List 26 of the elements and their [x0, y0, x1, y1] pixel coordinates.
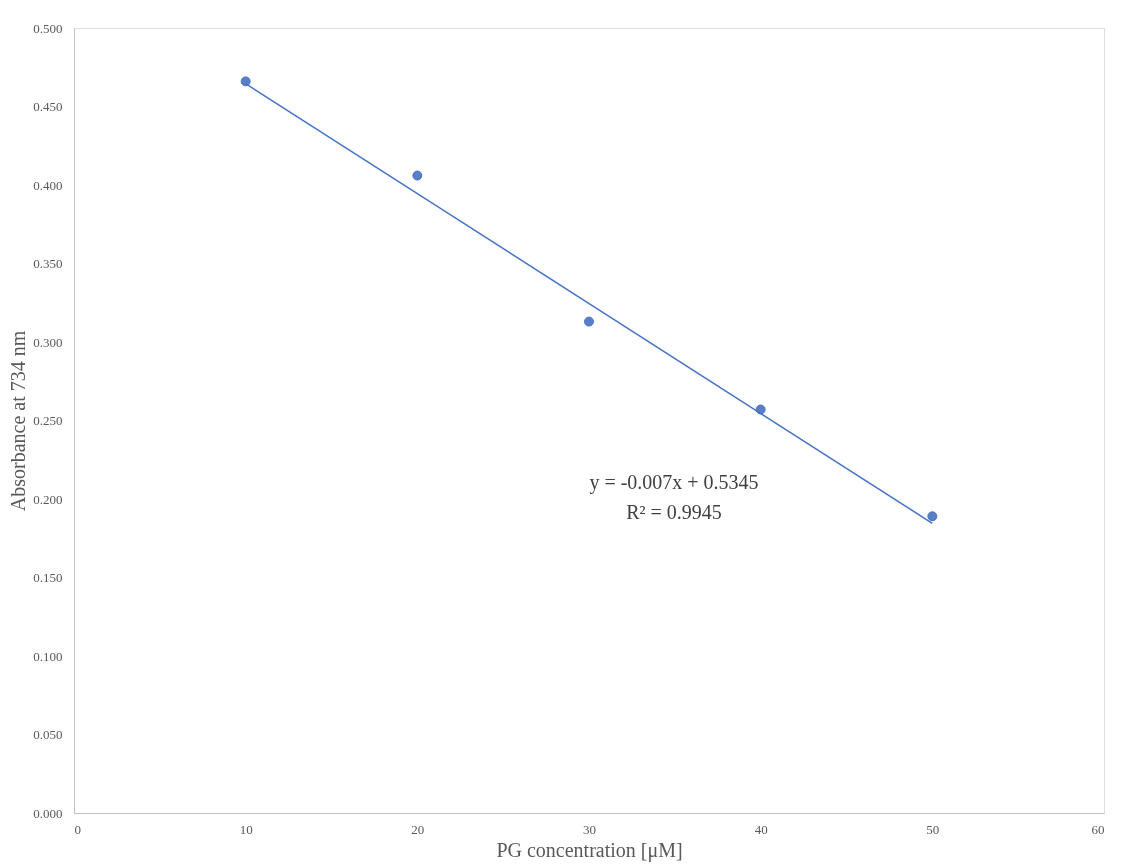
point [240, 76, 251, 87]
point [584, 316, 594, 327]
y-tick-label: 0.250 [33, 413, 63, 428]
point [412, 170, 423, 181]
x-tick-label: 20 [411, 821, 425, 837]
y-axis-title: Absorbance at 734 nm [7, 330, 30, 512]
y-tick-label: 0.150 [33, 570, 63, 585]
x-tick-label: 0 [74, 821, 81, 837]
y-tick-label: 0.450 [33, 99, 63, 114]
y-tick-label: 0.100 [33, 648, 63, 664]
x-tick-label: 40 [754, 821, 768, 837]
y-tick-label: 0.350 [33, 256, 63, 271]
y-tick-label: 0.050 [33, 727, 63, 742]
y-tick-label: 0.200 [33, 491, 63, 507]
x-axis-title: PG concentration [μM] [496, 838, 683, 862]
x-tick-label: 60 [1091, 821, 1105, 837]
point [927, 511, 938, 522]
x-tick-label: 50 [926, 821, 940, 837]
y-tick-label: 0.500 [33, 20, 63, 36]
x-tick-label: 30 [583, 821, 596, 837]
y-tick-label: 0.300 [33, 334, 63, 350]
y-tick-label: 0.000 [33, 805, 63, 821]
annotation: R² = 0.9945 [626, 501, 722, 523]
annotation: y = -0.007x + 0.5345 [589, 471, 759, 494]
y-tick-label: 0.400 [33, 177, 63, 193]
x-tick-label: 10 [239, 821, 253, 837]
